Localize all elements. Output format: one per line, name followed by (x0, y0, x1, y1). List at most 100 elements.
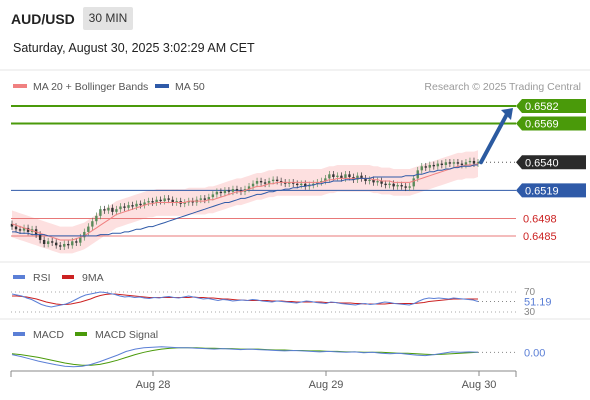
candle-body (18, 229, 22, 231)
candle-body (10, 223, 14, 227)
candle (183, 199, 186, 208)
candle-body (420, 166, 423, 171)
candle-body (215, 191, 219, 195)
candle-body (380, 181, 383, 184)
candle (296, 180, 299, 189)
forecast-arrow-head (501, 108, 513, 121)
candle-body (219, 191, 223, 194)
candle-body (424, 166, 427, 168)
candle-body (448, 162, 452, 164)
candle-body (460, 163, 464, 165)
candle-body (400, 185, 403, 187)
candle-body (159, 199, 162, 202)
candle (372, 176, 375, 186)
candle-body (95, 215, 98, 222)
candle (336, 172, 339, 181)
candle-body (308, 185, 311, 187)
candle-body (175, 201, 178, 203)
x-tick-label: Aug 30 (462, 379, 497, 391)
candle-body (468, 160, 472, 163)
candle (444, 158, 448, 169)
candle-body (59, 245, 62, 247)
candle-body (207, 197, 211, 200)
candle (63, 240, 66, 251)
level-label-support: 0.6498 (523, 214, 557, 226)
candle-body (360, 175, 363, 179)
candle (107, 204, 110, 214)
rsi-current-label: 51.19 (524, 297, 552, 309)
candle (155, 196, 158, 206)
candle (147, 197, 150, 206)
candle (235, 185, 239, 194)
candle-body (167, 198, 170, 200)
candle-body (22, 227, 26, 231)
candle-body (263, 182, 267, 184)
candle (187, 197, 190, 206)
candle (42, 236, 46, 248)
candle (283, 179, 287, 188)
candle (404, 183, 407, 192)
price-panel: 0.6582 0.6569 0.6540 0.6519 0.6498 0.6485 (10, 99, 586, 254)
candle-body (239, 190, 243, 192)
candle-body (50, 241, 54, 243)
candle-body (46, 241, 50, 244)
candle (340, 172, 343, 182)
candle (123, 203, 126, 212)
candle (191, 197, 194, 206)
candle (83, 228, 86, 241)
candle-body (14, 226, 18, 230)
candle-body (99, 209, 102, 216)
candle (452, 158, 456, 167)
candle-body (412, 178, 415, 187)
legend-macd-signal-swatch (75, 332, 87, 336)
candle-body (259, 181, 263, 183)
legend-ma20-label: MA 20 + Bollinger Bands (33, 81, 148, 93)
candle-body (211, 194, 215, 198)
candle-body (404, 186, 407, 188)
candle-body (283, 182, 287, 184)
candle-body (171, 199, 174, 203)
level-tag-shape (516, 183, 586, 198)
candle (199, 195, 203, 204)
candle-body (111, 207, 114, 212)
candle (171, 196, 174, 206)
candle (263, 179, 267, 188)
candle-body (135, 203, 138, 207)
timeframe-badge[interactable]: 30 MIN (83, 7, 133, 30)
legend-9ma-swatch (62, 275, 74, 279)
candle (424, 162, 427, 171)
candle (247, 183, 251, 193)
candle (18, 225, 22, 234)
x-tick-label: Aug 28 (136, 379, 171, 391)
x-tick-label: Aug 29 (309, 379, 344, 391)
candle (22, 224, 26, 234)
candle-body (336, 175, 339, 178)
candle (320, 177, 323, 186)
candle (151, 197, 154, 206)
candle (99, 205, 102, 220)
candle-body (103, 209, 106, 211)
candle-body (54, 242, 58, 246)
candle (364, 175, 367, 185)
candle (388, 180, 391, 189)
candle (75, 237, 78, 246)
candle-body (287, 182, 291, 184)
candle (332, 170, 335, 181)
candle-body (456, 162, 460, 164)
candle (46, 237, 50, 248)
candle (476, 158, 480, 167)
candle-body (131, 205, 134, 207)
macd-panel: 0.00 (11, 346, 545, 368)
candle-body (155, 199, 158, 203)
candle (300, 180, 303, 189)
candle-body (107, 207, 110, 211)
candle-body (251, 183, 255, 187)
level-label-resistance: 0.6582 (525, 101, 559, 113)
candle-body (63, 243, 66, 247)
candle-body (436, 163, 440, 167)
candle-body (279, 181, 283, 183)
candle-body (344, 174, 347, 179)
candle-body (91, 221, 94, 227)
legend-ma50-label: MA 50 (175, 81, 205, 93)
candle-body (163, 198, 166, 202)
